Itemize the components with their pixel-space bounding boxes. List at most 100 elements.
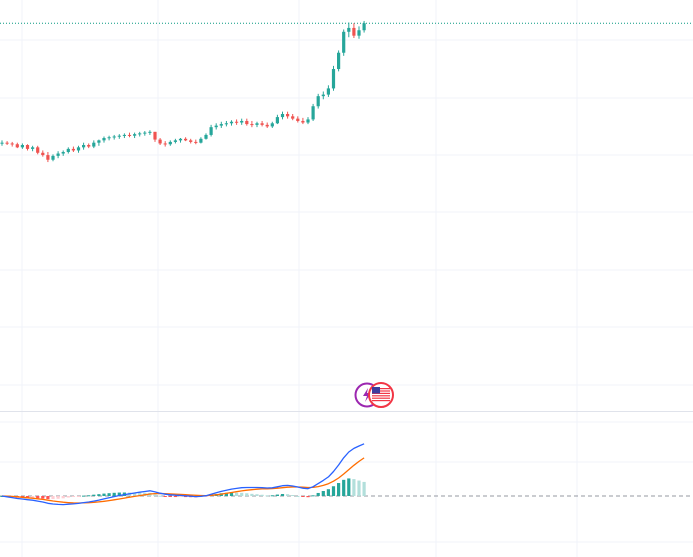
- histogram-bar: [61, 496, 65, 499]
- candle: [342, 29, 346, 56]
- candle: [265, 122, 269, 128]
- candle-body: [25, 145, 30, 149]
- histogram-bar: [71, 496, 75, 497]
- candle-body: [76, 147, 81, 151]
- candle: [291, 113, 295, 121]
- candle: [296, 116, 300, 123]
- candle-body: [107, 137, 111, 139]
- histogram-bar: [66, 496, 70, 498]
- macd-line: [1, 443, 365, 506]
- candle-body: [87, 145, 91, 147]
- histogram-bar: [102, 493, 106, 496]
- candle: [138, 131, 142, 137]
- candle: [56, 151, 60, 159]
- flag-stripe: [372, 395, 390, 397]
- candle: [229, 120, 234, 126]
- candle: [153, 131, 157, 142]
- candle-body: [138, 133, 142, 135]
- candle-body: [240, 120, 244, 123]
- candle-body: [337, 52, 341, 70]
- histogram-bar: [153, 494, 157, 496]
- histogram-bar: [286, 494, 290, 496]
- candle-body: [219, 124, 223, 126]
- candle: [204, 133, 208, 140]
- candle: [184, 137, 188, 142]
- candle: [36, 145, 40, 155]
- candle-body: [163, 143, 167, 145]
- histogram-bar: [46, 496, 50, 500]
- candle: [331, 65, 336, 91]
- histogram-bar: [291, 495, 295, 496]
- lightning-glyph: [363, 388, 371, 402]
- candle-body: [331, 69, 336, 89]
- candle: [97, 139, 101, 146]
- histogram-bar: [51, 496, 55, 500]
- candle-body: [342, 31, 346, 53]
- candle-body: [352, 27, 356, 36]
- histogram-bar: [168, 496, 172, 497]
- candle-body: [102, 138, 106, 141]
- candle: [82, 142, 86, 150]
- candle: [301, 117, 305, 125]
- candle: [260, 120, 264, 127]
- signal-line: [1, 457, 365, 504]
- flag-ring: [368, 382, 394, 408]
- candle-body: [260, 123, 264, 125]
- candle: [41, 150, 45, 157]
- candle-body: [97, 140, 101, 143]
- candle-body: [46, 155, 50, 160]
- histogram-bar: [240, 492, 244, 496]
- histogram-bar: [163, 496, 167, 497]
- candle-body: [255, 123, 259, 125]
- histogram-bar: [260, 494, 264, 496]
- candle-body: [133, 134, 137, 136]
- histogram-bar: [311, 495, 315, 497]
- candle: [168, 140, 172, 146]
- histogram-bar: [133, 492, 137, 496]
- candle-body: [321, 94, 325, 97]
- histogram-bar: [138, 492, 142, 496]
- candle-body: [301, 120, 305, 123]
- candle-body: [31, 147, 35, 149]
- event-markers: [354, 382, 394, 408]
- candle-body: [275, 117, 279, 124]
- candle: [357, 26, 361, 39]
- candle-body: [326, 88, 330, 95]
- histogram-bar: [31, 496, 35, 498]
- candle-body: [122, 134, 126, 136]
- candle: [316, 93, 320, 109]
- candle-body: [112, 136, 116, 138]
- candle: [15, 142, 19, 149]
- histogram-bar: [342, 479, 346, 496]
- histogram-bar: [347, 478, 351, 496]
- histogram-bar: [117, 492, 121, 496]
- candle: [66, 147, 70, 154]
- candle: [250, 120, 254, 128]
- histogram-bar: [92, 494, 96, 496]
- histogram-bar: [362, 481, 366, 496]
- candle: [275, 114, 279, 125]
- candle-body: [184, 138, 188, 141]
- candle-body: [209, 127, 213, 135]
- flag-stripes: [372, 388, 390, 402]
- candle: [270, 121, 274, 128]
- candle-body: [204, 134, 208, 139]
- histogram-bar: [250, 493, 254, 496]
- candle-body: [229, 121, 234, 124]
- candle: [189, 138, 193, 144]
- candle: [178, 138, 183, 143]
- histogram-bar: [112, 492, 116, 496]
- candle-body: [280, 113, 285, 118]
- candle: [219, 121, 223, 128]
- candle: [107, 135, 111, 141]
- candle: [286, 111, 290, 119]
- flag-stripe: [372, 400, 390, 402]
- candle: [117, 134, 121, 139]
- candle-body: [347, 27, 351, 32]
- histogram-bar: [107, 493, 111, 496]
- candle: [143, 131, 147, 136]
- candle-body: [173, 140, 177, 142]
- candle: [71, 146, 75, 152]
- candle: [280, 111, 285, 120]
